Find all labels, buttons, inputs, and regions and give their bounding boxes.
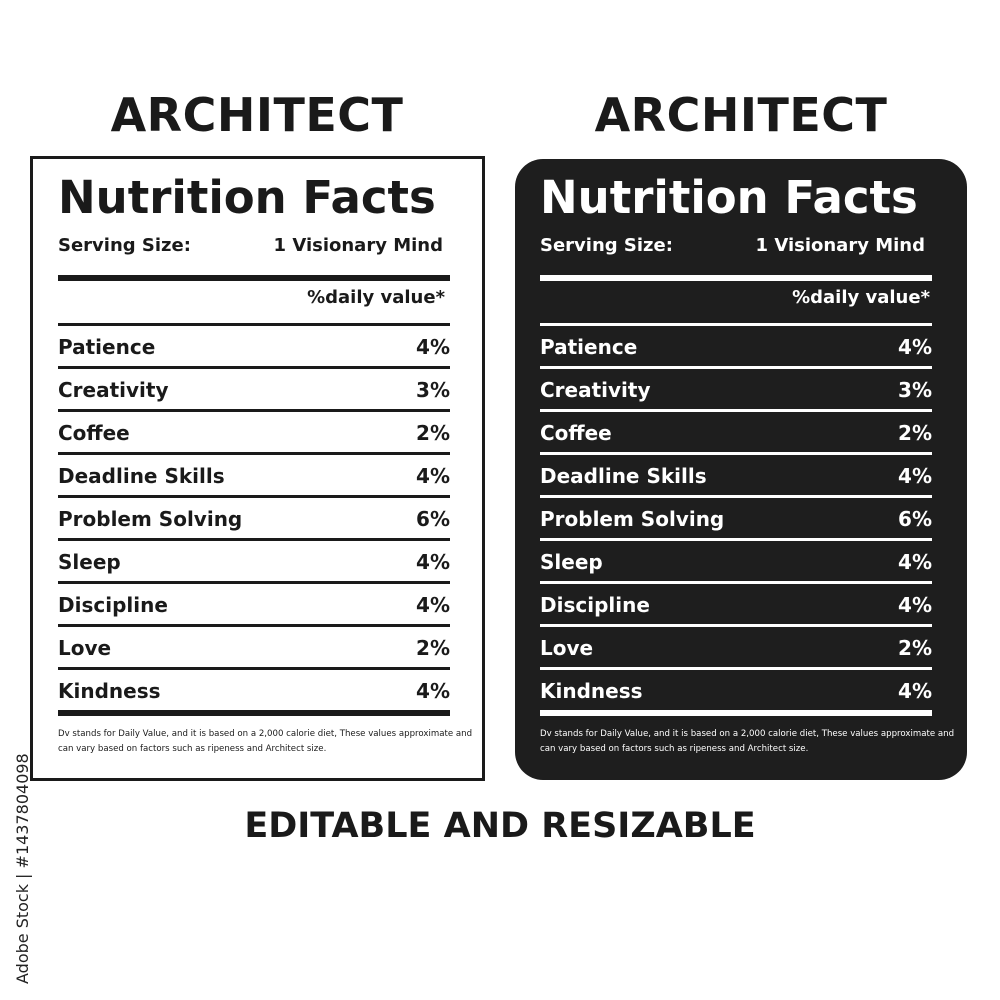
serving-size-label: Serving Size: <box>58 235 191 256</box>
nutrient-row: Love 2% <box>58 627 450 670</box>
stock-id: Adobe Stock | #1437804098 <box>13 753 32 984</box>
nutrient-value: 4% <box>898 464 932 488</box>
nutrient-name: Coffee <box>58 421 130 445</box>
nutrient-name: Love <box>540 636 594 660</box>
nutrient-name: Kindness <box>58 679 161 703</box>
title-dark: ARCHITECT <box>594 88 888 142</box>
nutrient-name: Discipline <box>58 593 168 617</box>
nutrient-value: 2% <box>416 421 450 445</box>
footnote: Dv stands for Daily Value, and it is bas… <box>58 729 473 754</box>
label-heading: Nutrition Facts <box>540 171 918 224</box>
nutrient-name: Problem Solving <box>540 507 725 531</box>
daily-value-header: %daily value* <box>792 287 930 308</box>
thick-divider <box>58 710 450 716</box>
footer-caption: EDITABLE AND RESIZABLE <box>244 806 756 846</box>
nutrient-row: Patience 4% <box>540 326 932 369</box>
label-heading: Nutrition Facts <box>58 171 436 224</box>
nutrient-value: 2% <box>898 636 932 660</box>
nutrient-name: Patience <box>540 335 638 359</box>
nutrient-name: Discipline <box>540 593 650 617</box>
divider <box>58 323 450 326</box>
title-light: ARCHITECT <box>110 88 404 142</box>
nutrient-name: Creativity <box>58 378 169 402</box>
nutrient-name: Love <box>58 636 112 660</box>
nutrient-row: Creativity 3% <box>540 369 932 412</box>
nutrient-row: Discipline 4% <box>540 584 932 627</box>
nutrient-row: Love 2% <box>540 627 932 670</box>
nutrient-value: 4% <box>898 679 932 703</box>
nutrient-value: 3% <box>898 378 932 402</box>
nutrient-name: Sleep <box>540 550 603 574</box>
nutrient-value: 4% <box>416 593 450 617</box>
nutrient-name: Sleep <box>58 550 121 574</box>
serving-size-label: Serving Size: <box>540 235 673 256</box>
nutrient-row: Sleep 4% <box>540 541 932 584</box>
nutrient-row: Problem Solving 6% <box>58 498 450 541</box>
footnote: Dv stands for Daily Value, and it is bas… <box>540 729 955 754</box>
nutrient-row: Deadline Skills 4% <box>58 455 450 498</box>
nutrient-row: Coffee 2% <box>540 412 932 455</box>
nutrient-value: 4% <box>416 679 450 703</box>
nutrient-row: Kindness 4% <box>58 670 450 713</box>
nutrient-value: 2% <box>416 636 450 660</box>
nutrient-value: 6% <box>898 507 932 531</box>
nutrient-name: Problem Solving <box>58 507 243 531</box>
nutrient-name: Coffee <box>540 421 612 445</box>
nutrient-value: 4% <box>416 464 450 488</box>
nutrient-row: Patience 4% <box>58 326 450 369</box>
nutrition-label-dark: Nutrition Facts Serving Size: 1 Visionar… <box>515 159 967 780</box>
nutrient-value: 2% <box>898 421 932 445</box>
nutrition-label-light: Nutrition Facts Serving Size: 1 Visionar… <box>30 156 485 781</box>
nutrient-row: Problem Solving 6% <box>540 498 932 541</box>
nutrient-row: Coffee 2% <box>58 412 450 455</box>
nutrient-row: Kindness 4% <box>540 670 932 713</box>
nutrient-value: 4% <box>416 550 450 574</box>
nutrient-row: Deadline Skills 4% <box>540 455 932 498</box>
thick-divider <box>540 710 932 716</box>
nutrient-name: Creativity <box>540 378 651 402</box>
nutrient-value: 6% <box>416 507 450 531</box>
daily-value-header: %daily value* <box>307 287 445 308</box>
nutrient-list: Patience 4% Creativity 3% Coffee 2% Deadlin… <box>58 326 450 713</box>
nutrient-value: 4% <box>898 335 932 359</box>
serving-size-value: 1 Visionary Mind <box>755 235 925 256</box>
serving-size-line: Serving Size: 1 Visionary Mind <box>58 235 443 261</box>
thick-divider <box>58 275 450 281</box>
nutrient-name: Deadline Skills <box>58 464 225 488</box>
nutrient-name: Patience <box>58 335 156 359</box>
nutrient-name: Kindness <box>540 679 643 703</box>
serving-size-value: 1 Visionary Mind <box>273 235 443 256</box>
divider <box>540 323 932 326</box>
nutrient-value: 4% <box>898 550 932 574</box>
nutrient-row: Discipline 4% <box>58 584 450 627</box>
nutrient-value: 4% <box>416 335 450 359</box>
nutrient-value: 3% <box>416 378 450 402</box>
nutrient-value: 4% <box>898 593 932 617</box>
nutrient-row: Sleep 4% <box>58 541 450 584</box>
nutrient-list: Patience 4% Creativity 3% Coffee 2% Deadlin… <box>540 326 932 713</box>
serving-size-line: Serving Size: 1 Visionary Mind <box>540 235 925 261</box>
nutrient-name: Deadline Skills <box>540 464 707 488</box>
nutrient-row: Creativity 3% <box>58 369 450 412</box>
thick-divider <box>540 275 932 281</box>
